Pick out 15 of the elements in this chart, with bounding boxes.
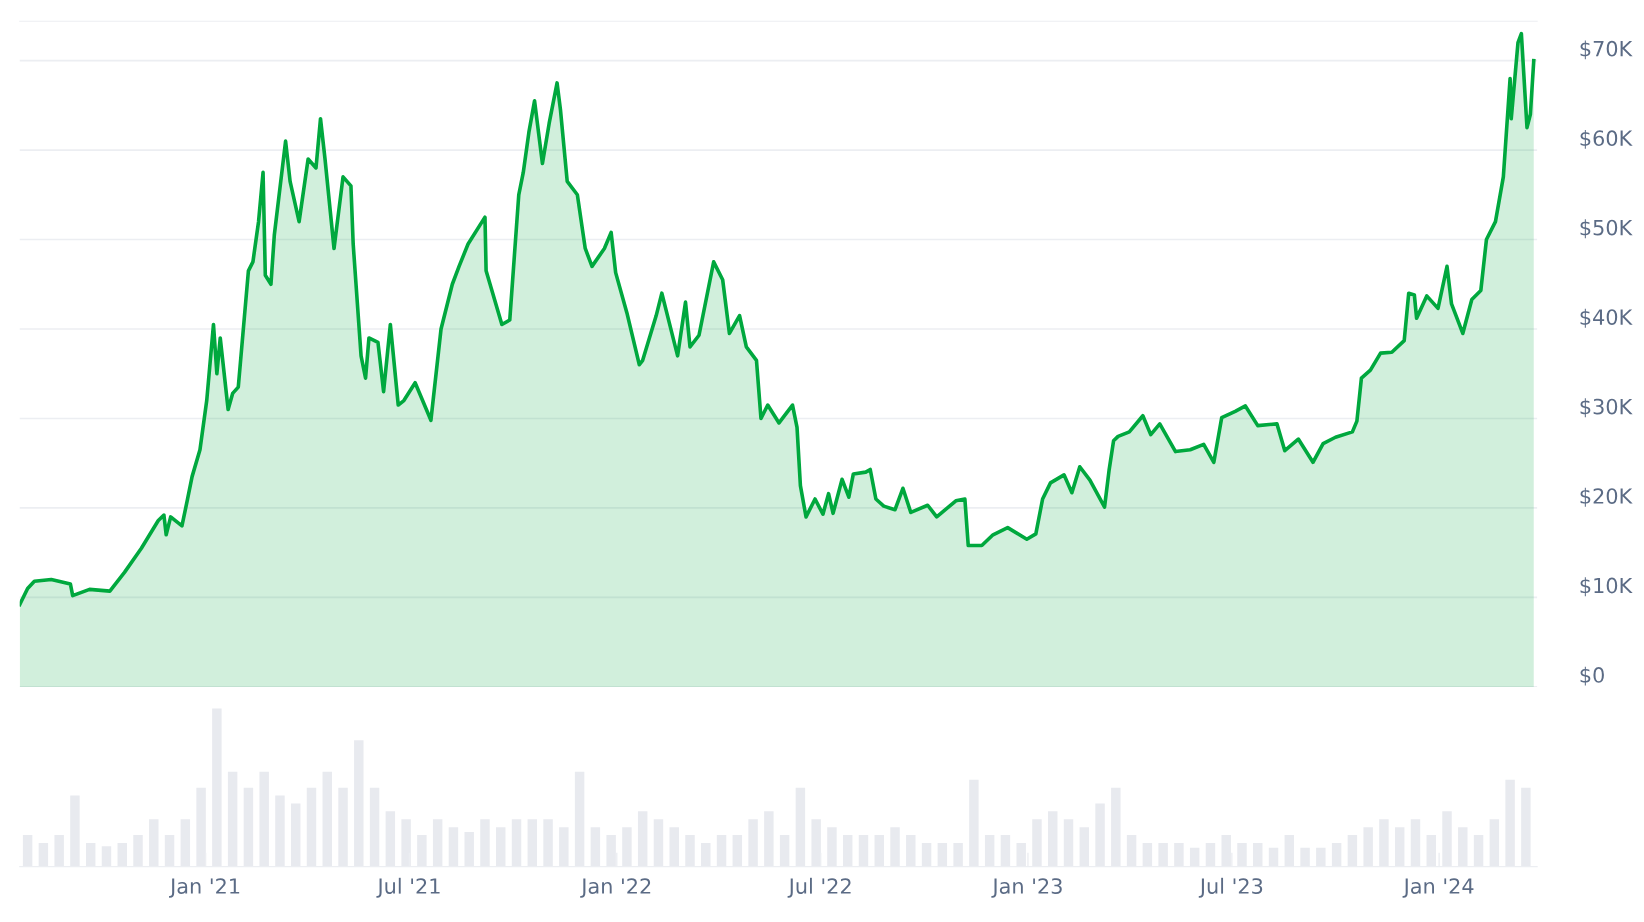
x-tick-label: Jul '23	[1198, 877, 1263, 898]
y-tick-label: $20K	[1580, 487, 1633, 507]
y-tick-label: $0	[1580, 666, 1604, 686]
x-tick-label: Jan '22	[580, 878, 651, 898]
x-tick-label: Jul '21	[376, 877, 440, 898]
x-tick-label: Jan '24	[1402, 878, 1474, 898]
y-tick-label: $50K	[1580, 219, 1633, 239]
x-tick-label: Jul '22	[787, 877, 851, 898]
x-tick-label: Jan '21	[169, 878, 240, 898]
y-tick-label: $30K	[1580, 398, 1633, 418]
y-tick-label: $60K	[1580, 129, 1633, 149]
y-tick-label: $10K	[1580, 577, 1633, 597]
y-tick-label: $70K	[1580, 40, 1633, 60]
y-tick-label: $40K	[1580, 308, 1633, 328]
x-tick-label: Jan '23	[991, 878, 1062, 898]
